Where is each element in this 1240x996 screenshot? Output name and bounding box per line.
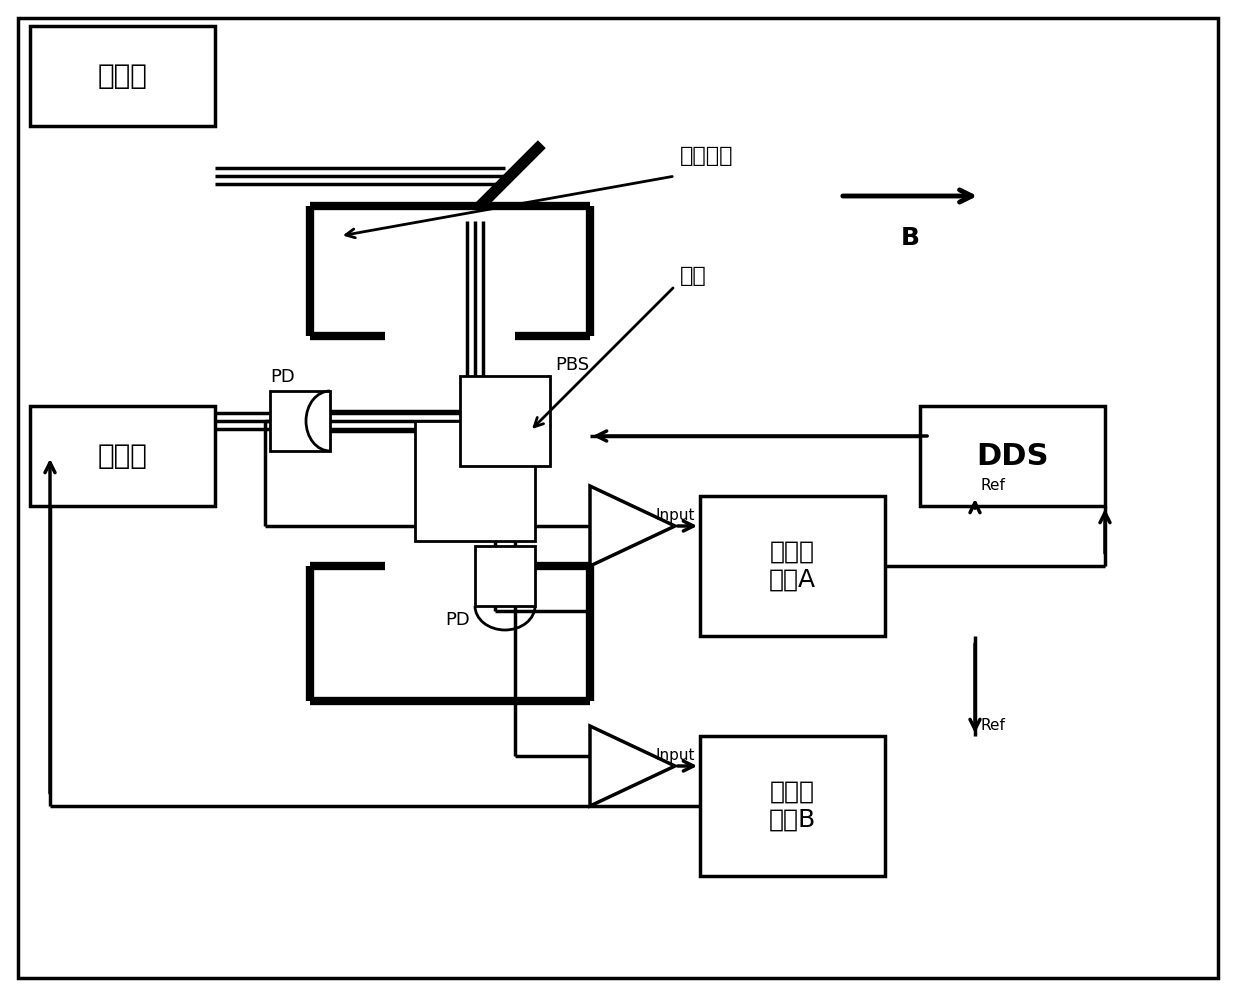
Bar bbox=[460, 376, 551, 466]
Bar bbox=[701, 736, 885, 876]
Bar bbox=[270, 391, 330, 451]
Text: Input: Input bbox=[656, 508, 694, 523]
Text: 气室: 气室 bbox=[680, 266, 707, 286]
Bar bbox=[30, 406, 215, 506]
Bar bbox=[415, 421, 534, 541]
Bar bbox=[920, 406, 1105, 506]
Text: 锁相放
大器A: 锁相放 大器A bbox=[769, 540, 816, 592]
Polygon shape bbox=[590, 486, 675, 566]
Text: 驱动光: 驱动光 bbox=[98, 442, 148, 470]
Text: 激励线圈: 激励线圈 bbox=[680, 146, 734, 166]
Text: 锁相放
大器B: 锁相放 大器B bbox=[769, 780, 816, 832]
Text: Ref: Ref bbox=[980, 478, 1004, 493]
Text: PBS: PBS bbox=[556, 356, 589, 374]
Bar bbox=[701, 496, 885, 636]
Text: Input: Input bbox=[656, 748, 694, 763]
Text: 检测光: 检测光 bbox=[98, 62, 148, 90]
Polygon shape bbox=[590, 726, 675, 806]
Text: PD: PD bbox=[445, 611, 470, 629]
Bar bbox=[475, 546, 534, 606]
Text: Ref: Ref bbox=[980, 718, 1004, 733]
Bar bbox=[30, 26, 215, 126]
Text: B: B bbox=[900, 226, 920, 250]
Text: DDS: DDS bbox=[976, 441, 1049, 470]
Text: PD: PD bbox=[270, 368, 295, 386]
